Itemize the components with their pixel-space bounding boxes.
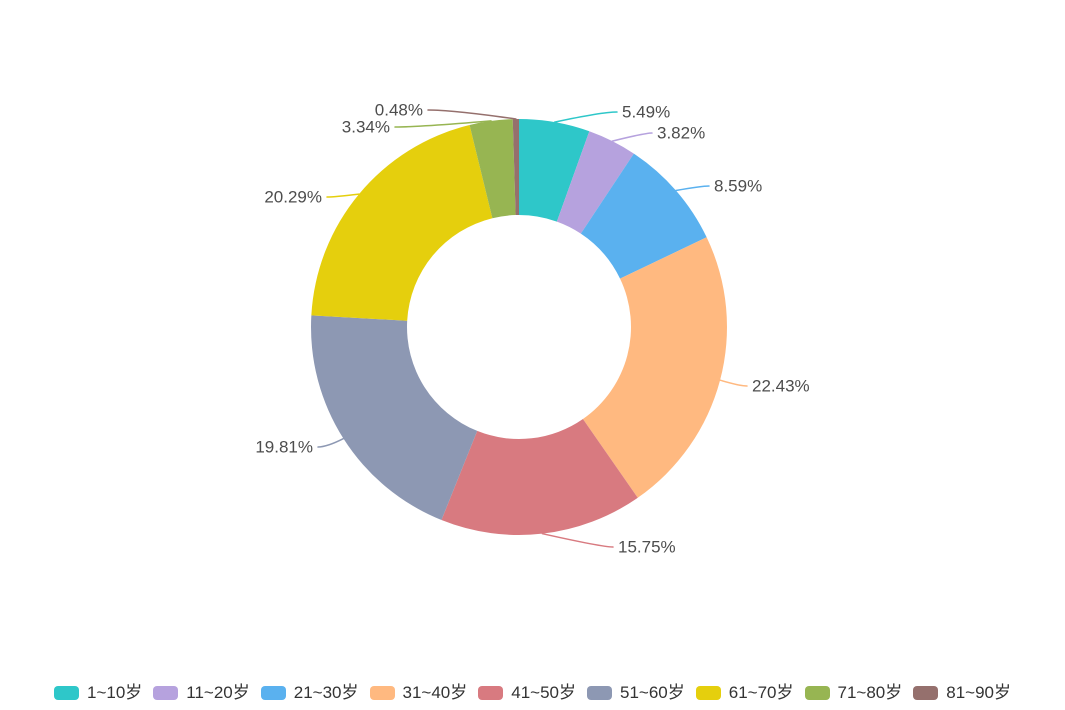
label-leader-line-2 <box>675 185 710 192</box>
label-leader-line-7 <box>394 120 492 128</box>
legend-item-label: 41~50岁 <box>511 683 577 702</box>
legend-item-label: 61~70岁 <box>728 683 794 702</box>
slice-percentage-label-1: 3.82% <box>657 124 705 143</box>
label-leader-lines-group <box>317 109 748 548</box>
legend-item-0[interactable]: 1~10岁 <box>53 683 143 702</box>
legend-item-label: 51~60岁 <box>620 683 685 702</box>
legend-item-5[interactable]: 51~60岁 <box>587 684 685 702</box>
slice-percentage-label-4: 15.75% <box>618 538 676 557</box>
legend-swatch-icon <box>804 686 830 700</box>
legend-item-1[interactable]: 11~20岁 <box>153 683 250 702</box>
legend-swatch-icon <box>913 686 939 700</box>
legend-item-label: 11~20岁 <box>186 683 250 702</box>
percentage-labels-group: 5.49% 3.82% 8.59% 22.43% 15.75% 19.81% 20.29% 3… <box>255 101 809 557</box>
pie-slice-2[interactable] <box>580 153 707 279</box>
legend-swatch-icon <box>53 686 79 700</box>
legend-item-label: 1~10岁 <box>86 683 143 702</box>
legend-item-label: 81~90岁 <box>946 683 1012 702</box>
slice-percentage-label-5: 19.81% <box>255 438 313 457</box>
legend-swatch-icon <box>587 686 613 700</box>
label-leader-line-3 <box>719 379 748 387</box>
pie-slice-4[interactable] <box>441 418 638 535</box>
pie-slice-0[interactable] <box>519 119 590 222</box>
label-leader-line-0 <box>553 111 618 123</box>
pie-slice-5[interactable] <box>311 315 478 521</box>
legend-item-6[interactable]: 61~70岁 <box>695 683 794 702</box>
pie-slice-7[interactable] <box>469 119 516 219</box>
pie-slice-8[interactable] <box>512 118 519 216</box>
legend-item-2[interactable]: 21~30岁 <box>260 683 359 702</box>
legend-item-4[interactable]: 41~50岁 <box>478 684 576 702</box>
legend-item-7[interactable]: 71~80岁 <box>804 683 903 702</box>
legend-item-label: 21~30岁 <box>293 683 359 702</box>
legend-item-8[interactable]: 81~90岁 <box>913 684 1011 702</box>
label-leader-line-1 <box>611 132 653 142</box>
slice-percentage-label-2: 8.59% <box>714 177 762 196</box>
slice-percentage-label-0: 5.49% <box>622 103 670 122</box>
slice-percentage-label-8: 0.48% <box>375 101 423 120</box>
label-leader-line-6 <box>326 193 360 198</box>
legend-swatch-icon <box>369 686 395 700</box>
label-leader-line-5 <box>317 437 345 448</box>
legend-swatch-icon <box>478 686 504 700</box>
legend-swatch-icon <box>695 686 721 700</box>
pie-slices-group <box>311 118 727 535</box>
pie-slice-6[interactable] <box>311 124 493 321</box>
chart-legend: 1~10岁 11~20岁 21~30岁 31~40岁 41~50岁 51~60岁 61~70… <box>0 684 1065 702</box>
legend-item-label: 31~40岁 <box>402 683 468 702</box>
slice-percentage-label-3: 22.43% <box>752 377 810 396</box>
label-leader-line-8 <box>427 109 517 120</box>
slice-percentage-label-6: 20.29% <box>264 188 322 207</box>
label-leader-line-4 <box>541 532 614 548</box>
legend-swatch-icon <box>153 686 179 700</box>
legend-item-3[interactable]: 31~40岁 <box>369 683 468 702</box>
pie-slice-3[interactable] <box>582 237 727 498</box>
pie-slice-1[interactable] <box>556 131 634 234</box>
legend-item-label: 71~80岁 <box>837 683 903 702</box>
slice-percentage-label-7: 3.34% <box>342 118 390 137</box>
legend-swatch-icon <box>260 686 286 700</box>
